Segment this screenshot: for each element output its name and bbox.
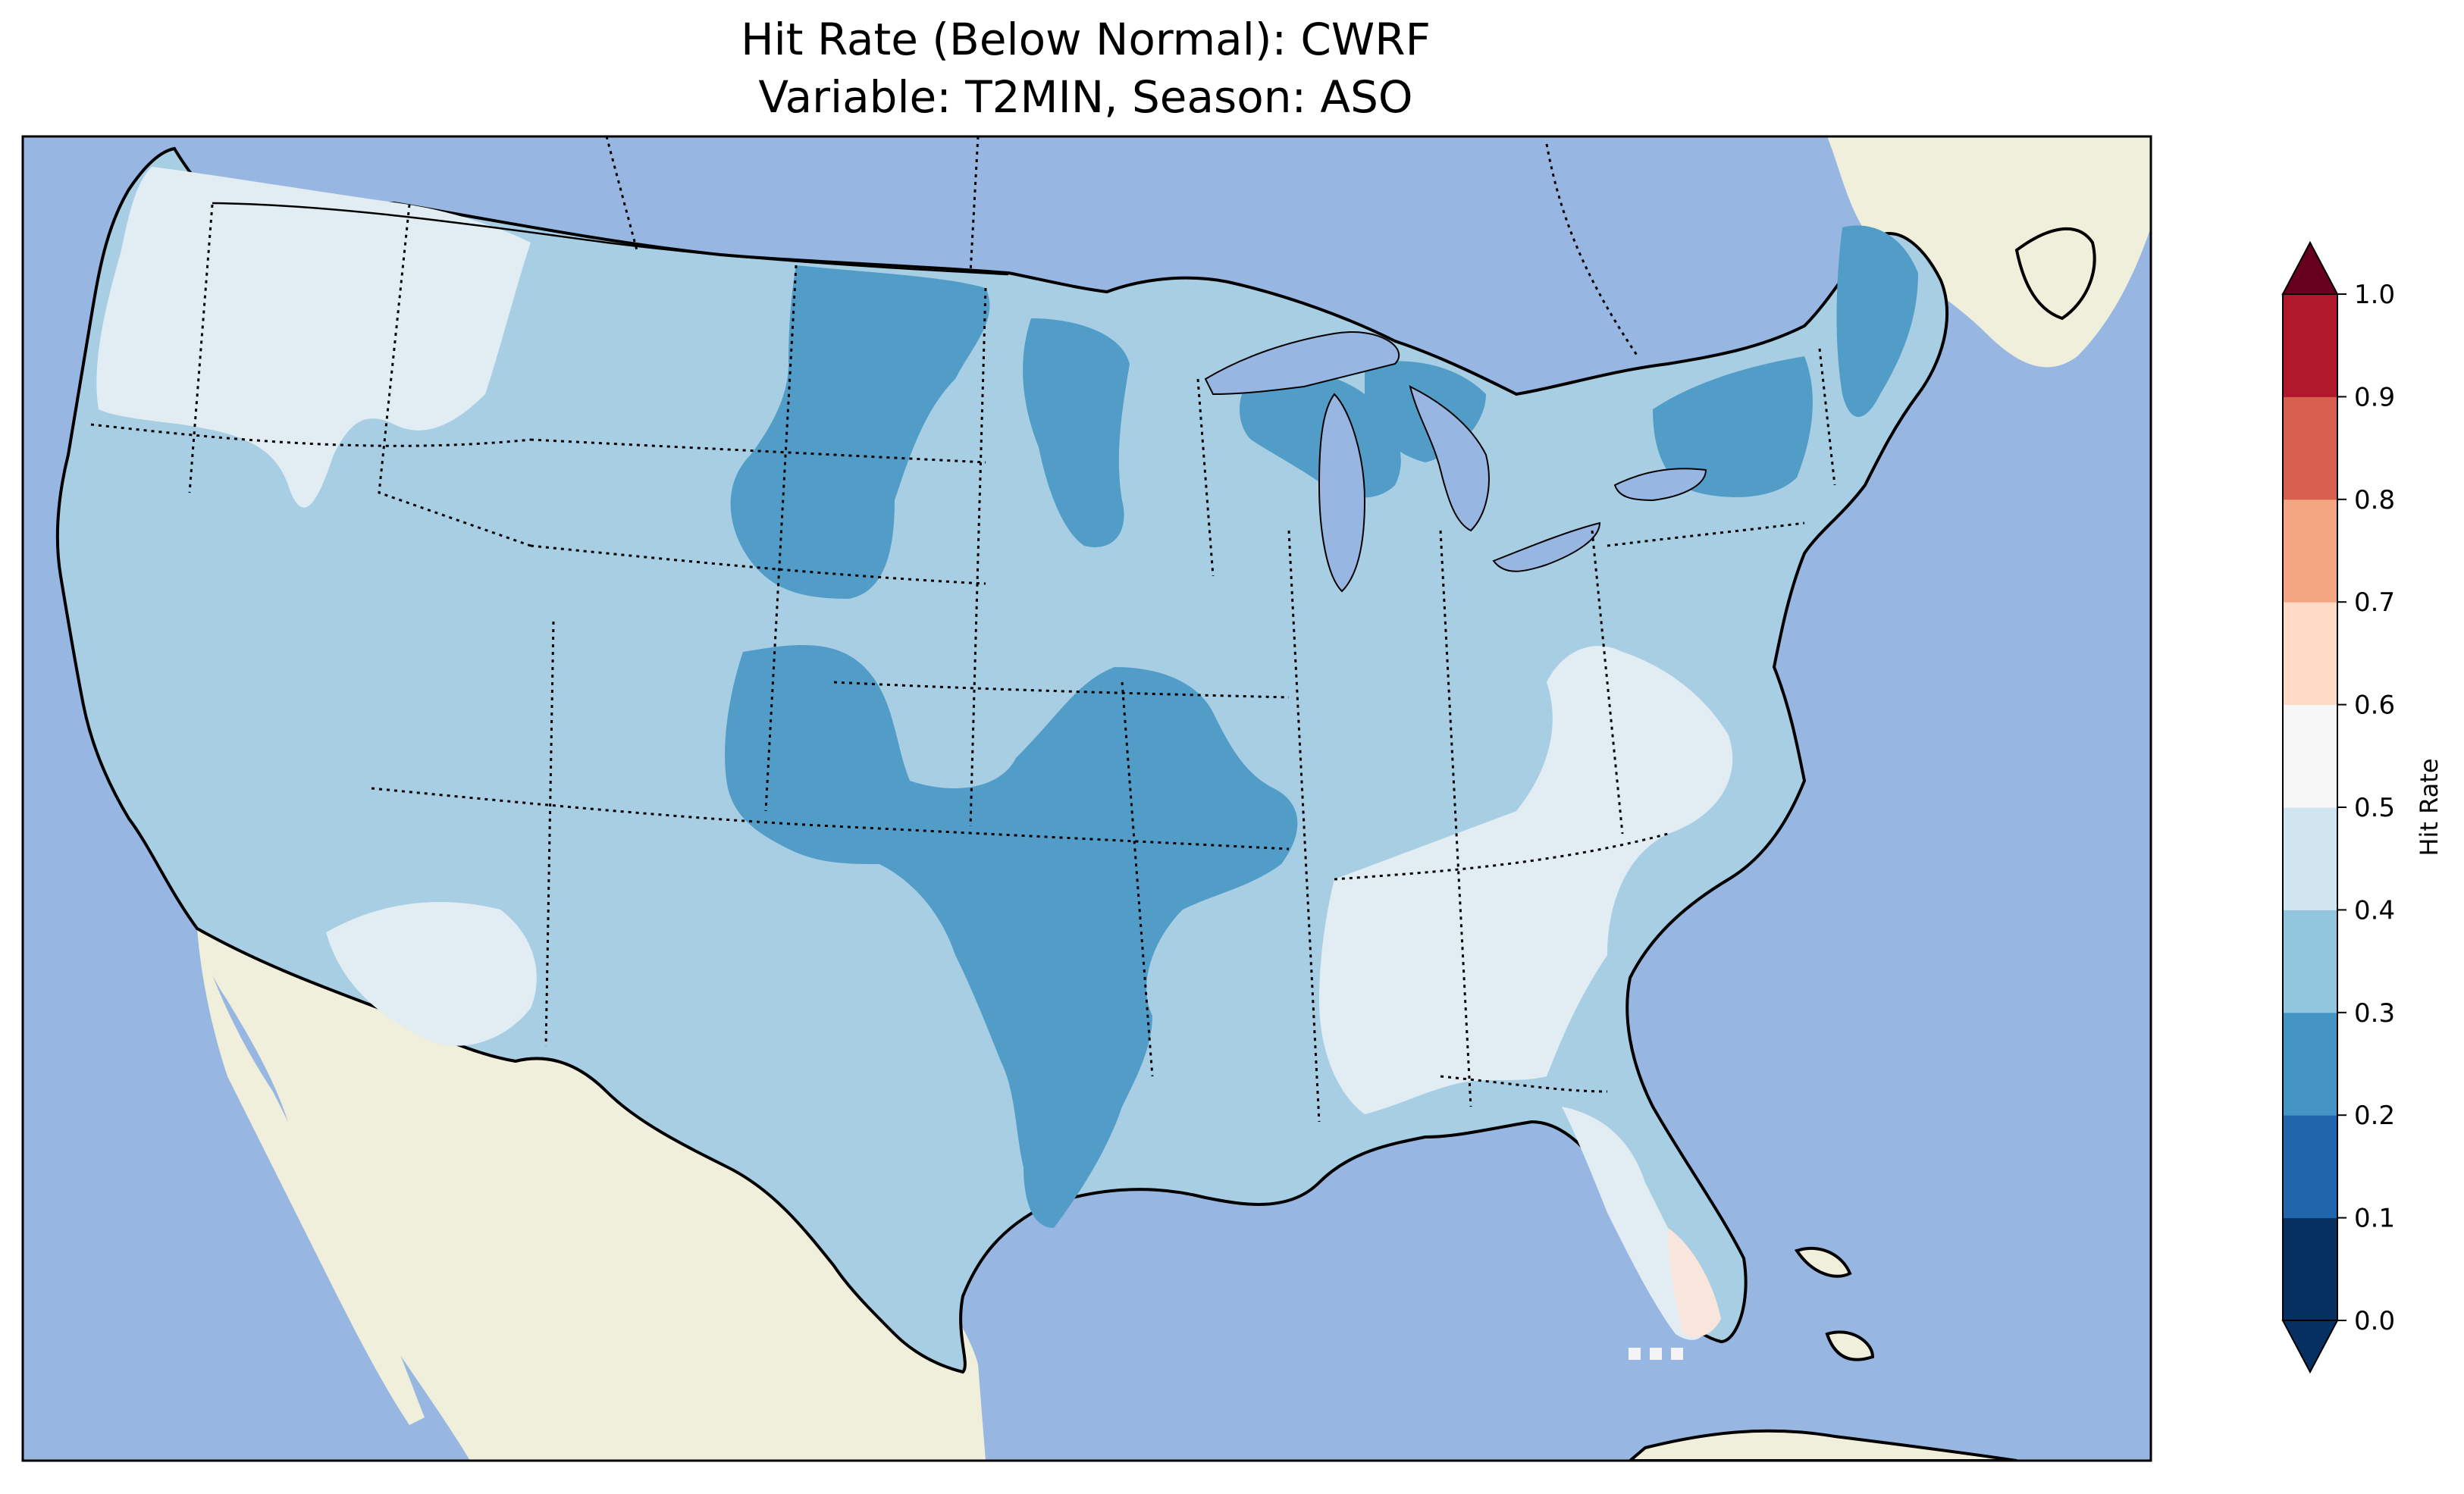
colorbar-bin — [2283, 1012, 2337, 1116]
colorbar-tick-label: 0.4 — [2354, 895, 2395, 926]
field-warm-florida — [1668, 1228, 1721, 1337]
colorbar-tick-label: 0.2 — [2354, 1101, 2395, 1131]
colorbar-tick-label: 0.3 — [2354, 998, 2395, 1029]
colorbar-bin — [2283, 396, 2337, 500]
chart-title-line1: Hit Rate (Below Normal): CWRF — [741, 14, 1431, 65]
canada-land — [174, 136, 2151, 368]
field-dark-maine — [1836, 225, 1918, 417]
colorbar-bin — [2283, 704, 2337, 808]
mexico-land — [197, 929, 986, 1461]
colorbar-bin — [2283, 910, 2337, 1013]
field-light-florida — [1562, 1107, 1708, 1340]
great-lakes — [1204, 331, 1707, 593]
baja-land — [197, 929, 425, 1425]
newfoundland-land — [2014, 227, 2096, 321]
map-panel — [23, 136, 2151, 1461]
colorbar-ticks: 0.0 0.1 0.2 0.3 0.4 0.5 0.6 0.7 0.8 0.9 1.0 — [2337, 280, 2395, 1336]
field-dark-minnesota — [1023, 318, 1130, 547]
colorbar-bin — [2283, 1217, 2337, 1321]
colorbar-tick-label: 1.0 — [2354, 280, 2395, 310]
bahamas-islands — [1794, 1246, 1875, 1361]
colorbar-tick-label: 0.0 — [2354, 1306, 2395, 1336]
colorbar: 0.0 0.1 0.2 0.3 0.4 0.5 0.6 0.7 0.8 0.9 1.0 Hit Ra… — [2281, 240, 2444, 1374]
colorbar-tick-label: 0.7 — [2354, 587, 2395, 618]
map-frame — [21, 135, 2152, 1462]
lake-huron — [1409, 385, 1490, 532]
colorbar-bin — [2283, 294, 2337, 397]
colorbar-tick-label: 0.5 — [2354, 793, 2395, 823]
field-light-pnw — [96, 167, 531, 508]
cuba-land — [1627, 1429, 2017, 1461]
lake-ontario — [1613, 468, 1707, 502]
lake-michigan — [1318, 393, 1366, 593]
colorbar-label: Hit Rate — [2415, 758, 2444, 856]
colorbar-tick-label: 0.9 — [2354, 382, 2395, 412]
state-borders — [90, 136, 1836, 1123]
chart-title-line2: Variable: T2MIN, Season: ASO — [758, 71, 1412, 123]
colorbar-tick-label: 0.1 — [2354, 1204, 2395, 1234]
colorbar-bin — [2283, 602, 2337, 706]
colorbar-over-triangle — [2281, 240, 2339, 295]
lake-superior — [1204, 331, 1400, 396]
field-light-se — [1319, 646, 1733, 1114]
colorbar-under-triangle — [2281, 1320, 2339, 1374]
field-dark-dakotas — [730, 265, 990, 599]
field-dark-central — [725, 645, 1298, 1228]
colorbar-bin — [2283, 499, 2337, 603]
colorbar-bins — [2283, 294, 2337, 1321]
florida-keys — [1629, 1348, 1683, 1360]
colorbar-tick-label: 0.6 — [2354, 691, 2395, 721]
country-borders — [212, 202, 1009, 276]
field-light-sw — [326, 902, 537, 1046]
field-dark-newyork — [1653, 356, 1813, 497]
colorbar-bin — [2283, 1115, 2337, 1219]
colorbar-bin — [2283, 807, 2337, 910]
colorbar-tick-label: 0.8 — [2354, 485, 2395, 515]
